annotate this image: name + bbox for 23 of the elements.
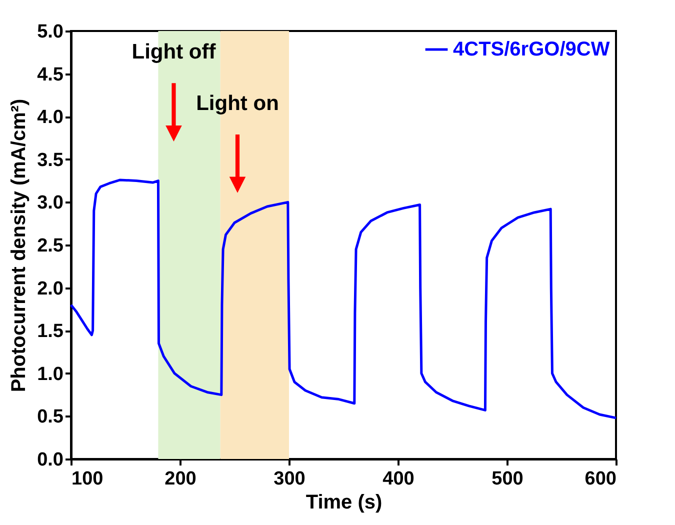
y-tick-label: 4.5 (37, 64, 64, 86)
y-tick-label: 2.5 (37, 236, 64, 256)
legend-label: 4CTS/6rGO/9CW (453, 38, 610, 60)
x-tick-label: 300 (274, 468, 306, 490)
annotation: Light on (196, 92, 279, 115)
y-axis-title: Photocurrent density (mA/cm²) (8, 98, 30, 392)
x-tick-label: 400 (382, 468, 414, 490)
y-tick-label: 0.5 (37, 406, 64, 428)
y-tick-label: 3.0 (37, 192, 64, 214)
x-axis-title: Time (s) (306, 492, 382, 514)
y-tick-label: 1.0 (37, 364, 64, 385)
x-tick-label: 100 (72, 468, 104, 490)
y-tick-label: 3.5 (37, 150, 64, 171)
y-tick-label: 0.0 (37, 450, 64, 470)
y-tick-label: 1.5 (37, 321, 64, 342)
y-tick-label: 5.0 (37, 22, 64, 42)
y-tick-label: 4.0 (37, 107, 64, 128)
x-tick-label: 500 (492, 468, 524, 490)
y-tick-label: 2.0 (37, 278, 64, 300)
x-tick-label: 600 (584, 468, 616, 490)
annotation: Light off (132, 40, 217, 64)
line-series (70, 178, 618, 420)
x-tick-label: 200 (164, 468, 196, 490)
